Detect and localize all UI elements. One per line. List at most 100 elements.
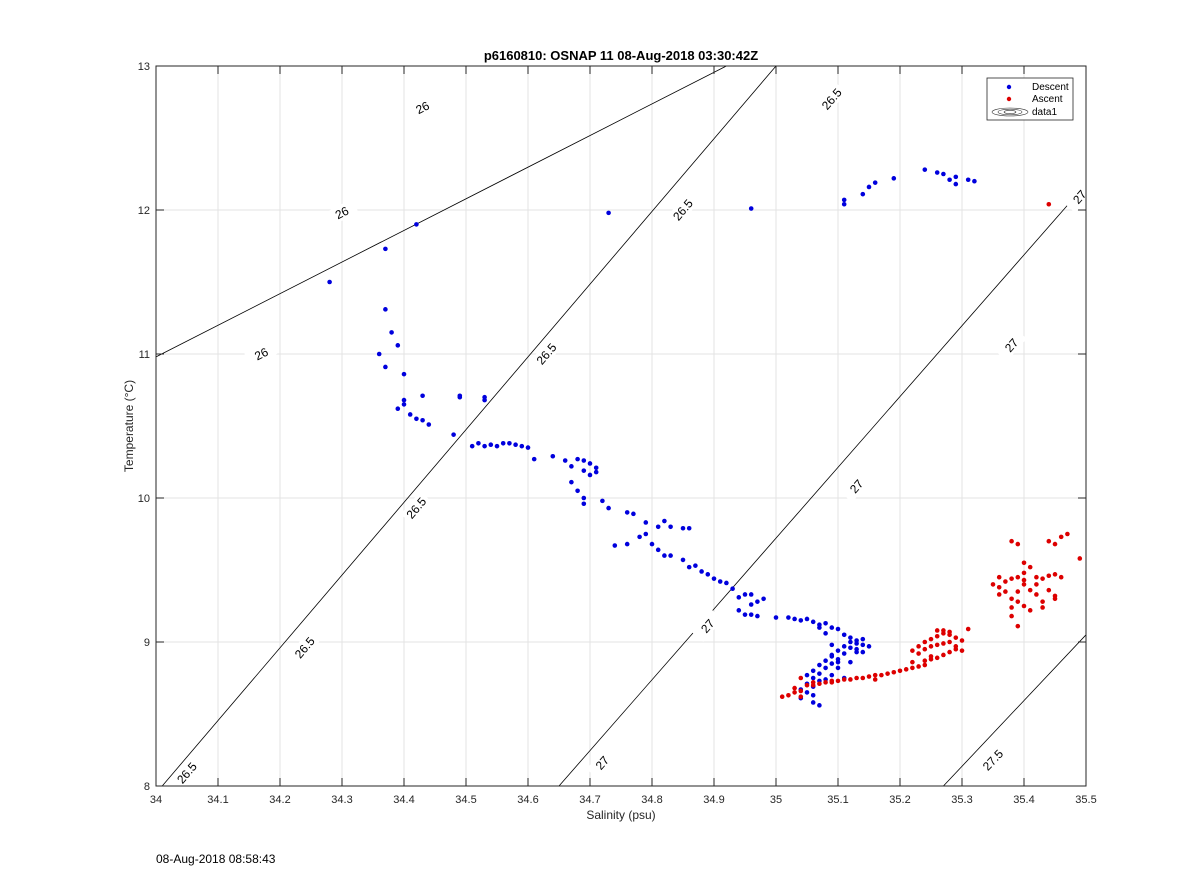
descent-point <box>804 616 810 622</box>
contour-label-bg <box>667 193 699 226</box>
descent-point <box>841 201 847 207</box>
ascent-point <box>1040 576 1045 581</box>
descent-point <box>395 406 401 412</box>
contour-label: 26 <box>413 98 432 117</box>
ascent-point <box>1046 573 1052 579</box>
descent-point <box>730 586 735 592</box>
ascent-point <box>934 642 940 648</box>
descent-point <box>395 343 401 348</box>
ascent-point <box>922 662 928 668</box>
ascent-point <box>910 659 915 665</box>
ascent-point <box>1021 603 1027 609</box>
ascent-point <box>1015 541 1021 547</box>
y-axis-label: Temperature (°C) <box>122 380 136 472</box>
ascent-point <box>922 646 928 652</box>
descent-point <box>451 432 456 437</box>
descent-point <box>841 197 847 203</box>
ascent-point <box>1015 599 1021 604</box>
ascent-point <box>910 648 915 653</box>
legend[interactable]: Descent Ascent data1 <box>986 77 1074 121</box>
descent-point <box>972 178 977 184</box>
x-tick-label: 34.6 <box>517 794 538 806</box>
descent-point <box>575 488 580 494</box>
x-axis-ticks: 34 34.1 34.2 34.3 34.4 34.5 34.6 34.7 34.8 34.9 35… <box>150 66 1097 806</box>
ascent-point <box>953 635 959 640</box>
descent-point <box>612 543 618 548</box>
descent-point <box>420 417 425 423</box>
descent-point <box>947 177 952 183</box>
contour-label-bg <box>530 337 562 370</box>
contour-line-26.5 <box>161 65 777 787</box>
ascent-point <box>798 694 804 700</box>
ascent-point <box>996 592 1002 597</box>
ascent-point <box>1058 574 1064 580</box>
descent-point <box>680 525 686 531</box>
y-tick-label: 13 <box>138 61 150 73</box>
x-tick-label: 34.3 <box>331 794 352 806</box>
descent-point <box>643 531 649 537</box>
descent-point <box>376 351 382 357</box>
ascent-point <box>1052 596 1058 602</box>
y-tick-label: 11 <box>139 349 150 361</box>
ascent-point <box>996 584 1002 590</box>
contour-label-bg <box>995 328 1027 362</box>
descent-point <box>755 599 760 604</box>
contour-label-bg <box>976 743 1009 776</box>
descent-point <box>804 690 810 695</box>
ascent-point <box>996 574 1002 580</box>
ascent-point <box>860 675 866 681</box>
descent-point <box>655 547 661 553</box>
ascent-point <box>1034 592 1039 597</box>
x-tick-label: 35.4 <box>1013 794 1034 806</box>
ascent-point <box>1021 560 1027 566</box>
descent-point <box>383 307 388 312</box>
ascent-point <box>804 682 810 688</box>
x-tick-label: 34 <box>150 794 162 806</box>
x-tick-label: 35.1 <box>827 794 848 806</box>
descent-point <box>810 668 816 674</box>
x-tick-label: 35.3 <box>951 794 972 806</box>
ascent-point <box>1021 570 1027 576</box>
descent-point <box>482 397 487 403</box>
legend-label-ascent: Ascent <box>1032 94 1063 105</box>
ascent-point <box>841 677 847 682</box>
descent-point <box>693 563 698 568</box>
ascent-point <box>1027 608 1033 613</box>
descent-point <box>587 461 593 466</box>
descent-point <box>817 625 822 630</box>
legend-label-descent: Descent <box>1032 82 1069 93</box>
descent-point <box>953 181 959 187</box>
ascent-point <box>1009 613 1014 619</box>
descent-point <box>581 458 587 463</box>
descent-point <box>829 642 835 648</box>
descent-point <box>835 626 841 632</box>
ascent-point <box>1034 574 1039 580</box>
descent-point <box>786 615 791 620</box>
ascent-point <box>953 646 959 652</box>
ascent-point <box>1003 589 1008 594</box>
descent-point <box>476 440 481 446</box>
descent-point <box>922 167 928 172</box>
x-tick-label: 34.4 <box>393 794 414 806</box>
descent-point <box>624 510 630 515</box>
descent-point <box>606 505 611 511</box>
legend-box <box>986 77 1074 121</box>
descent-point <box>848 639 853 645</box>
descent-point <box>860 191 866 197</box>
ascent-point <box>928 636 934 642</box>
y-tick-label: 12 <box>138 205 150 217</box>
x-tick-label: 34.2 <box>269 794 290 806</box>
ascent-point <box>1015 623 1021 629</box>
contour-label-bg <box>1063 180 1095 213</box>
ascent-point <box>1021 582 1027 587</box>
ascent-point <box>947 629 952 635</box>
descent-point <box>383 246 388 252</box>
descent-point <box>581 468 587 473</box>
descent-point <box>810 619 816 625</box>
x-tick-label: 34.5 <box>455 794 476 806</box>
ascent-point <box>1040 605 1045 610</box>
descent-point <box>637 534 642 540</box>
ascent-point <box>916 644 921 649</box>
descent-point <box>550 453 556 459</box>
ascent-point <box>910 665 915 671</box>
